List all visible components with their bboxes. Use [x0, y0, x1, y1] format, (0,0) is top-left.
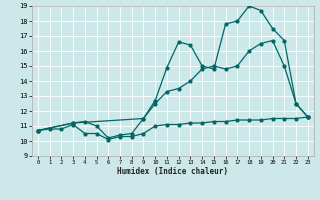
X-axis label: Humidex (Indice chaleur): Humidex (Indice chaleur)	[117, 167, 228, 176]
